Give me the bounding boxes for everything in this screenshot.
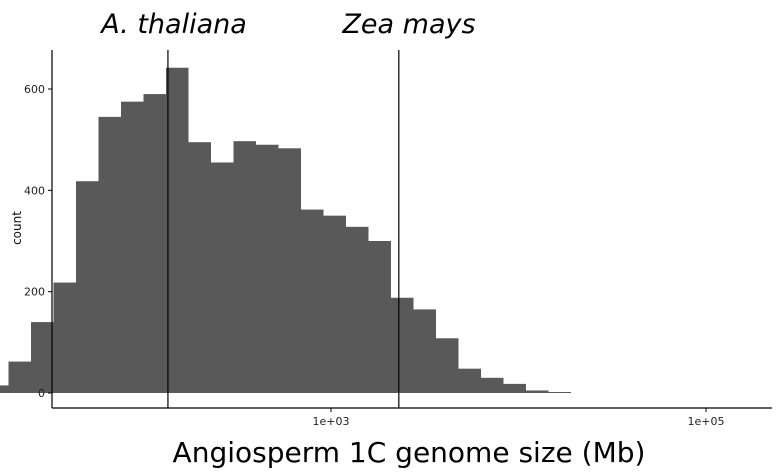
x-tick-label: 1e+03: [313, 415, 350, 428]
histogram-bar: [301, 209, 324, 393]
y-tick-label: 0: [38, 387, 45, 400]
histogram-bar: [503, 383, 526, 393]
histogram-bar: [76, 181, 99, 393]
histogram-bar: [548, 391, 571, 393]
histogram-bar: [481, 377, 504, 393]
histogram-bar: [188, 142, 211, 393]
y-axis-title: count: [10, 211, 24, 245]
bars-layer: [0, 67, 571, 394]
x-tick-label: 1e+05: [688, 415, 725, 428]
y-tick-label: 200: [24, 286, 45, 299]
histogram-bar: [166, 67, 189, 393]
histogram-bar: [256, 144, 279, 393]
histogram-bar: [526, 390, 549, 393]
y-tick-label: 600: [24, 83, 45, 96]
reference-lines-layer: A. thaliana Zea mays: [99, 9, 476, 408]
histogram-bar: [0, 385, 9, 393]
axes-layer: 0 200 400 600 1e+03 1e+05: [24, 50, 772, 428]
histogram-bar: [98, 116, 121, 394]
histogram-bar: [391, 297, 414, 393]
histogram-bar: [211, 162, 234, 393]
reference-line-label: A. thaliana: [99, 9, 247, 40]
histogram-bar: [368, 241, 391, 393]
x-axis-title: Angiosperm 1C genome size (Mb): [173, 436, 646, 469]
histogram-bar: [346, 226, 369, 393]
histogram-bar: [8, 361, 31, 393]
reference-line-label: Zea mays: [341, 9, 475, 40]
histogram-bar: [143, 94, 166, 393]
histogram-bar: [278, 148, 301, 393]
histogram-bar: [233, 141, 256, 393]
histogram-bar: [53, 282, 76, 393]
histogram-bar: [458, 368, 481, 393]
histogram-bar: [323, 215, 346, 393]
histogram-bar: [121, 101, 144, 394]
histogram-bar: [31, 322, 54, 393]
histogram-bar: [436, 338, 459, 393]
y-tick-label: 400: [24, 184, 45, 197]
histogram-bar: [413, 309, 436, 393]
